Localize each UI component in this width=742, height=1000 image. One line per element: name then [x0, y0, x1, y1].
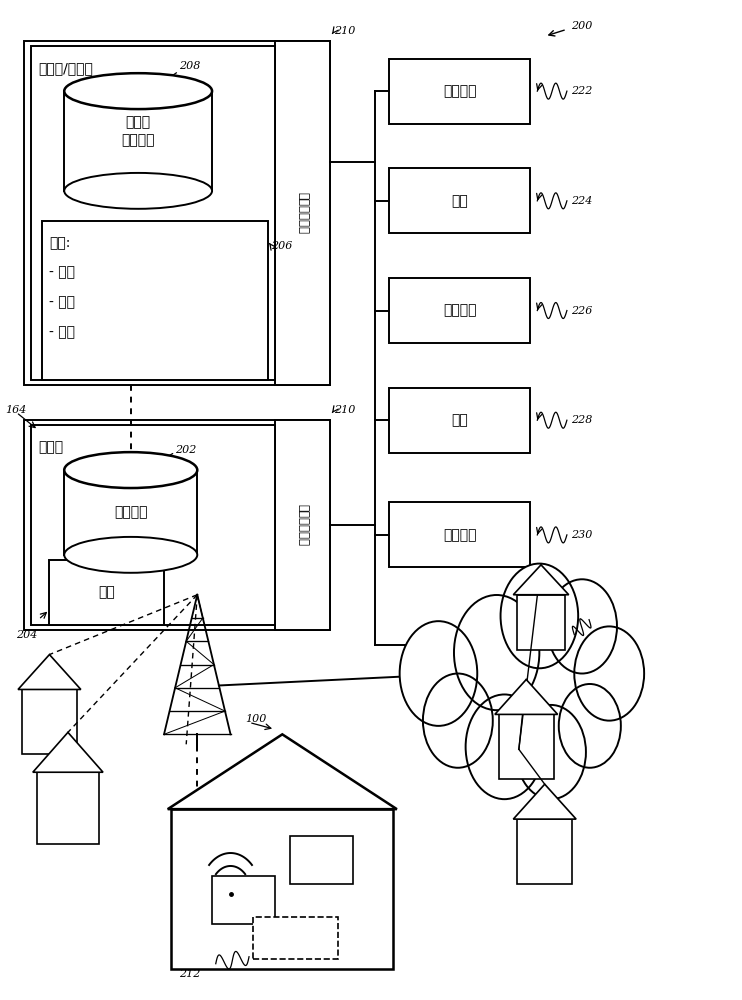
Bar [390, 168, 530, 233]
Text: 应用程序界面: 应用程序界面 [296, 192, 309, 234]
Bar [22, 689, 77, 754]
Bar [31, 46, 275, 380]
Text: 商业: 商业 [451, 413, 468, 427]
Text: 因特网: 因特网 [509, 662, 536, 677]
Ellipse shape [65, 537, 197, 573]
Text: 家庭数据: 家庭数据 [114, 505, 148, 519]
Circle shape [400, 621, 477, 726]
Text: 指挥台: 指挥台 [39, 440, 64, 454]
Bar [517, 595, 565, 650]
Text: 206: 206 [272, 241, 292, 251]
Text: 204: 204 [16, 630, 38, 640]
Bar [50, 560, 164, 625]
Bar [499, 714, 554, 779]
Ellipse shape [65, 452, 197, 488]
Bar [390, 278, 530, 343]
Bar [65, 470, 197, 555]
Text: 导出的
家庭数据: 导出的 家庭数据 [122, 115, 155, 147]
Text: 210: 210 [334, 26, 355, 36]
Circle shape [454, 595, 539, 710]
Text: - 索引: - 索引 [50, 325, 76, 339]
Polygon shape [513, 565, 568, 595]
Text: 设备: 设备 [315, 853, 329, 866]
Text: 210: 210 [334, 405, 355, 415]
Circle shape [559, 684, 621, 768]
Text: 230: 230 [571, 530, 592, 540]
Bar [275, 41, 330, 385]
Text: 慈善机构: 慈善机构 [443, 84, 476, 98]
Bar [42, 221, 268, 380]
Polygon shape [495, 680, 558, 714]
Bar [390, 59, 530, 124]
Text: - 统计: - 统计 [50, 266, 76, 280]
Circle shape [547, 579, 617, 674]
Text: 设备: 设备 [236, 893, 250, 906]
Text: 164: 164 [5, 405, 27, 415]
Circle shape [423, 674, 493, 768]
Bar [275, 420, 330, 630]
Text: 引擎:: 引擎: [50, 236, 70, 250]
Bar [65, 91, 212, 191]
Text: 162: 162 [593, 610, 614, 620]
Text: 208: 208 [179, 61, 200, 71]
Bar [390, 388, 530, 453]
Text: 指挥台/合作方: 指挥台/合作方 [39, 61, 93, 75]
Ellipse shape [65, 73, 212, 109]
Ellipse shape [65, 173, 212, 209]
Bar [517, 819, 572, 884]
Text: - 推断: - 推断 [50, 296, 76, 310]
Text: 202: 202 [175, 445, 197, 455]
Bar [24, 41, 330, 385]
Text: 228: 228 [571, 415, 592, 425]
Text: 212: 212 [179, 969, 200, 979]
Text: 学术机构: 学术机构 [443, 304, 476, 318]
Bar [36, 772, 99, 844]
Text: 222: 222 [571, 86, 592, 96]
Bar [31, 425, 275, 625]
Polygon shape [18, 655, 81, 689]
Circle shape [501, 564, 578, 668]
Text: 200: 200 [571, 21, 592, 31]
Circle shape [466, 694, 543, 799]
Polygon shape [33, 732, 103, 772]
Polygon shape [168, 734, 397, 809]
Circle shape [574, 626, 644, 721]
Bar [390, 502, 530, 567]
Polygon shape [513, 784, 576, 819]
Bar [171, 809, 393, 969]
Text: 政府: 政府 [451, 194, 468, 208]
Bar [212, 876, 275, 924]
Bar [289, 836, 352, 884]
Bar [24, 420, 330, 630]
Text: 公共设施: 公共设施 [443, 528, 476, 542]
Text: 应用程序界面: 应用程序界面 [296, 504, 309, 546]
Circle shape [516, 705, 586, 799]
Bar [253, 917, 338, 959]
Text: 100: 100 [246, 714, 266, 724]
Text: 226: 226 [571, 306, 592, 316]
Text: 224: 224 [571, 196, 592, 206]
Text: 集线器: 集线器 [285, 931, 306, 944]
Text: 服务: 服务 [99, 585, 115, 599]
